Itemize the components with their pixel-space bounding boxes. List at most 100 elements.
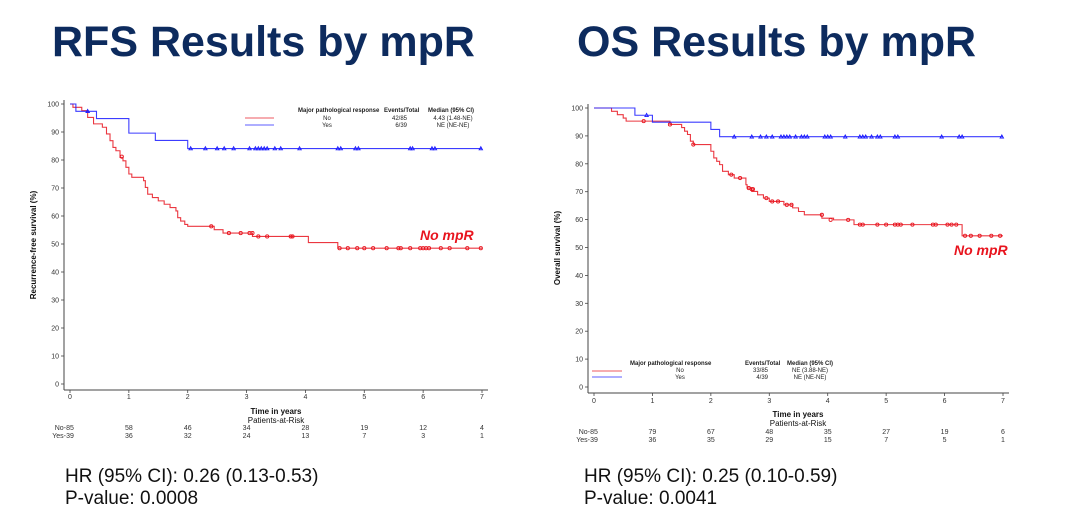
os-censor-mark-yes (939, 134, 945, 139)
os-km-curve-yes (594, 107, 1003, 138)
os-censor-mark-yes (860, 134, 866, 139)
os-censor-mark-yes (644, 112, 650, 118)
rfs-censor-mark-no (288, 234, 293, 239)
rfs-x-tick-label: 4 (303, 394, 307, 401)
os-censor-mark-yes (801, 134, 807, 139)
rfs-censor-mark-yes (221, 145, 227, 151)
rfs-legend-yes-label: Yes (322, 123, 332, 129)
os-censor-mark-no (770, 199, 775, 204)
rfs-km-curve-yes (70, 103, 482, 150)
os-risk-yes-value: 35 (707, 437, 715, 444)
rfs-censor-mark-no (426, 246, 432, 251)
rfs-censor-mark-yes (264, 145, 270, 151)
os-y-axis-title: Overall survival (%) (553, 211, 562, 286)
os-y-tick-label: 90 (575, 133, 583, 140)
rfs-risk-yes-value: 7 (362, 433, 366, 440)
os-censor-mark-yes (749, 134, 755, 139)
rfs-censor-mark-yes (188, 145, 194, 151)
rfs-x-tick-label: 2 (186, 394, 190, 401)
os-risk-yes-value: 15 (824, 437, 832, 444)
rfs-censor-mark-yes (355, 145, 361, 151)
os-risk-yes-value: 1 (1001, 437, 1005, 444)
os-censor-mark-no (875, 222, 880, 227)
rfs-risk-yes-value: 39 (66, 433, 74, 440)
os-censor-mark-yes (874, 134, 880, 139)
os-x-tick-label: 2 (709, 398, 713, 405)
rfs-risk-yes-value: 32 (184, 433, 192, 440)
rfs-risk-no-value: 28 (302, 425, 310, 432)
rfs-x-tick-label: 6 (421, 394, 425, 401)
rfs-y-tick-label: 30 (51, 298, 59, 305)
os-risk-no-value: 67 (707, 429, 715, 436)
rfs-risk-row-label-no: No- (55, 425, 67, 432)
rfs-x-tick-label: 5 (362, 394, 366, 401)
os-risk-no-value: 48 (765, 429, 773, 436)
rfs-y-tick-label: 20 (51, 326, 59, 333)
os-censor-mark-yes (825, 134, 831, 139)
rfs-censor-mark-yes (429, 145, 435, 151)
os-censor-mark-yes (892, 134, 898, 139)
rfs-censor-mark-yes (407, 145, 413, 151)
os-x-tick-label: 6 (943, 398, 947, 405)
os-censor-mark-no (846, 217, 851, 222)
os-p-value: P-value: 0.0041 (584, 488, 718, 509)
os-censor-mark-no (968, 233, 973, 238)
os-x-tick-label: 4 (826, 398, 830, 405)
rfs-risk-table-title: Patients-at-Risk (248, 416, 305, 425)
os-censor-mark-yes (857, 134, 863, 139)
rfs-censor-mark-yes (272, 145, 278, 151)
os-censor-mark-no (977, 233, 982, 238)
os-chart-title: OS Results by mpR (577, 18, 977, 66)
rfs-censor-mark-no (337, 246, 342, 251)
rfs-censor-mark-no (447, 246, 452, 251)
rfs-y-tick-label: 10 (51, 354, 59, 361)
os-risk-row-label-yes: Yes- (576, 437, 590, 444)
os-censor-mark-yes (798, 134, 804, 139)
os-x-tick-label: 3 (767, 398, 771, 405)
rfs-censor-mark-yes (478, 145, 484, 151)
os-risk-yes-value: 5 (943, 437, 947, 444)
os-y-tick-label: 0 (579, 385, 583, 392)
rfs-legend-no-label: No (323, 116, 331, 122)
os-censor-mark-no (860, 222, 865, 227)
os-censor-mark-yes (956, 134, 962, 139)
os-risk-yes-value: 29 (765, 437, 773, 444)
os-censor-mark-yes (763, 134, 769, 139)
rfs-risk-no-value: 12 (419, 425, 427, 432)
rfs-censor-mark-no (345, 246, 350, 251)
rfs-x-tick-label: 1 (127, 394, 131, 401)
rfs-censor-mark-yes (202, 145, 208, 151)
rfs-censor-mark-no (384, 246, 389, 251)
os-censor-mark-yes (999, 134, 1005, 139)
os-hazard-ratio: HR (95% CI): 0.25 (0.10-0.59) (584, 466, 838, 487)
os-censor-mark-yes (863, 134, 869, 139)
os-censor-mark-yes (895, 134, 901, 139)
rfs-censor-mark-yes (297, 145, 303, 151)
rfs-risk-yes-value: 1 (480, 433, 484, 440)
rfs-censor-mark-no (290, 234, 295, 239)
os-censor-mark-yes (828, 134, 834, 139)
os-y-tick-label: 40 (575, 273, 583, 280)
os-legend-yes-events: 4/39 (756, 375, 768, 381)
os-risk-no-value: 27 (882, 429, 890, 436)
os-y-tick-label: 50 (575, 245, 583, 252)
rfs-censor-mark-yes (85, 108, 91, 114)
rfs-y-axis-title: Recurrence-free survival (%) (29, 190, 38, 299)
rfs-censor-mark-yes (258, 145, 264, 151)
rfs-y-tick-label: 80 (51, 158, 59, 165)
rfs-censor-mark-no (226, 231, 231, 236)
rfs-legend-header-median: Median (95% CI) (428, 108, 474, 114)
rfs-x-tick-label: 3 (245, 394, 249, 401)
os-y-tick-label: 60 (575, 217, 583, 224)
os-censor-mark-no (933, 222, 938, 227)
os-x-tick-label: 7 (1001, 398, 1005, 405)
rfs-risk-no-value: 85 (66, 425, 74, 432)
rfs-x-axis-title: Time in years (251, 407, 303, 416)
rfs-censor-mark-no (398, 246, 403, 251)
os-censor-mark-yes (842, 134, 848, 139)
rfs-censor-mark-no (478, 246, 483, 251)
rfs-y-tick-label: 40 (51, 270, 59, 277)
os-censor-mark-no (898, 222, 903, 227)
os-censor-mark-no (641, 119, 646, 124)
rfs-risk-no-value: 19 (360, 425, 368, 432)
